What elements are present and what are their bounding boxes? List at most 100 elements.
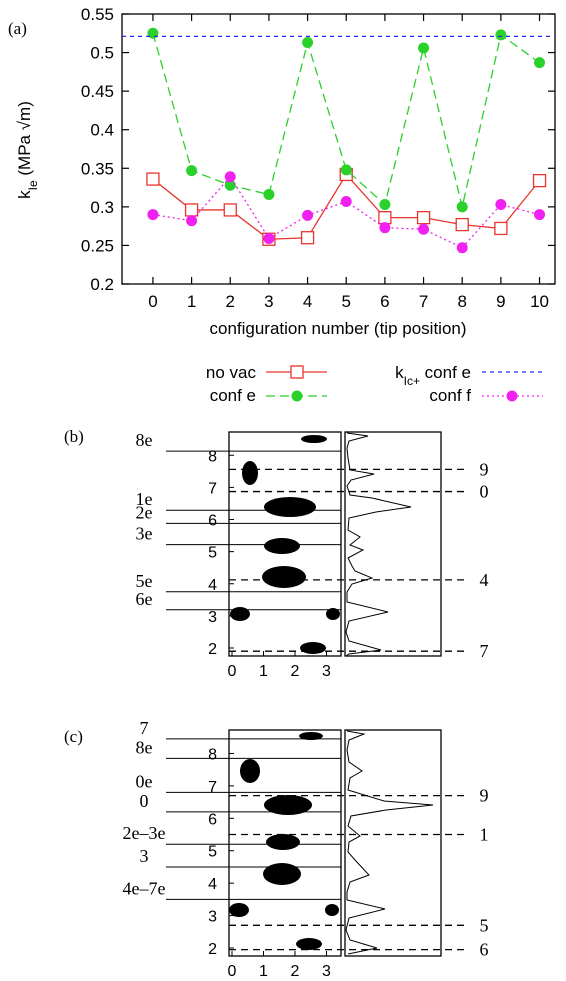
solid-level-label: 6e <box>136 589 153 609</box>
data-point <box>532 173 547 188</box>
data-point <box>302 209 314 221</box>
x-tick-label: 2 <box>226 292 235 311</box>
panel-a: (a) 0.2 0.25 0.3 0.35 0.4 0.45 0.5 0.55 0 1 2 3 4 5 6… <box>8 5 556 405</box>
solid-level-label: 2e–3e <box>123 823 166 843</box>
y-tick-label: 3 <box>208 909 217 926</box>
y-tick-label: 7 <box>208 480 217 497</box>
panel-b-label: (b) <box>64 427 84 446</box>
solid-level-label: 3e <box>136 524 153 544</box>
x-tick-label: 10 <box>530 292 549 311</box>
x-tick-label: 7 <box>419 292 428 311</box>
cluster <box>229 903 249 917</box>
legend-kic-label: kIc+ conf e <box>395 363 471 388</box>
cluster <box>266 834 300 850</box>
data-point <box>455 217 469 232</box>
y-tick-label: 0.55 <box>81 5 114 24</box>
y-ticks: 0.2 0.25 0.3 0.35 0.4 0.45 0.5 0.55 <box>81 5 555 294</box>
data-point <box>534 57 546 69</box>
y-tick-label: 8 <box>208 448 217 465</box>
x-tick-label: 2 <box>291 963 300 980</box>
plot-a-frame <box>121 13 556 285</box>
data-point <box>263 189 275 201</box>
solid-level-label: 7 <box>140 718 149 738</box>
legend-kic-sub: Ic+ <box>404 374 420 388</box>
cluster <box>300 642 326 654</box>
y-tick-label: 7 <box>208 779 217 796</box>
x-tick-label: 5 <box>341 292 350 311</box>
data-point <box>263 232 275 244</box>
series-line <box>152 175 540 249</box>
cluster <box>264 497 316 517</box>
x-tick-label: 8 <box>457 292 466 311</box>
y-axis-label: kIe (MPa √m) <box>15 101 40 199</box>
cluster <box>242 461 258 485</box>
data-point <box>418 223 430 235</box>
dashed-level-label: 9 <box>480 786 489 806</box>
data-point <box>534 209 546 221</box>
panel-a-label: (a) <box>8 19 27 38</box>
panel-c-profile-frame <box>344 729 442 957</box>
y-tick-label: 0.3 <box>90 198 114 217</box>
y-tick-label: 4 <box>208 577 217 594</box>
data-point <box>340 195 352 207</box>
series-3 <box>147 171 546 254</box>
dashed-level-label: 5 <box>480 915 489 935</box>
data-point <box>379 199 391 211</box>
series-1 <box>147 27 546 213</box>
panel-b-profile-frame <box>344 431 442 657</box>
data-point <box>416 211 431 225</box>
panel-b-profile-curve <box>345 432 412 657</box>
solid-level-label: 0e <box>136 771 153 791</box>
cluster <box>326 608 340 620</box>
data-point <box>184 203 199 217</box>
x-tick-label: 1 <box>187 292 196 311</box>
cluster <box>240 759 260 783</box>
solid-level-label: 3 <box>140 846 149 866</box>
series-line <box>152 33 540 208</box>
y-tick-label: 2 <box>208 941 217 958</box>
y-tick-label: 0.2 <box>90 275 114 294</box>
cluster <box>262 566 306 588</box>
y-tick-label: 0.35 <box>81 159 114 178</box>
cluster <box>325 904 339 916</box>
solid-level-label: 5e <box>136 571 153 591</box>
cluster <box>264 795 312 815</box>
data-point <box>495 29 507 41</box>
solid-level-label: 0 <box>140 791 149 811</box>
legend-conf-f-label: conf f <box>429 386 471 405</box>
data-point <box>340 164 352 176</box>
cluster <box>296 938 322 950</box>
y-tick-label: 0.5 <box>90 44 114 63</box>
legend-conf-e-marker <box>291 390 303 402</box>
data-point <box>302 37 314 49</box>
cluster <box>264 538 300 554</box>
solid-level-label: 4e–7e <box>123 878 166 898</box>
y-tick-label: 6 <box>208 513 217 530</box>
data-point <box>186 215 198 227</box>
solid-level-label: 1e <box>136 489 153 509</box>
panel-c-clusters <box>229 732 339 950</box>
cluster <box>263 863 301 885</box>
x-tick-label: 0 <box>228 663 237 680</box>
y-tick-label: 5 <box>208 545 217 562</box>
legend-kic-rest: conf e <box>420 363 471 382</box>
data-point <box>223 203 237 217</box>
series-group <box>122 27 555 254</box>
data-point <box>495 199 507 211</box>
solid-level-label: 2e <box>136 502 153 522</box>
x-tick-label: 3 <box>322 663 331 680</box>
y-tick-label: 8 <box>208 746 217 763</box>
panel-b-ticks: 2 3 4 5 6 7 8 0 1 2 3 <box>208 448 331 680</box>
legend-conf-f-marker <box>506 390 518 402</box>
dashed-level-label: 1 <box>480 825 489 845</box>
x-tick-label: 6 <box>380 292 389 311</box>
y-axis-label-sub: Ie <box>26 180 40 190</box>
y-tick-label: 5 <box>208 844 217 861</box>
data-point <box>186 165 198 177</box>
data-point <box>147 27 159 39</box>
y-tick-label: 0.4 <box>90 121 114 140</box>
data-point <box>456 201 468 213</box>
